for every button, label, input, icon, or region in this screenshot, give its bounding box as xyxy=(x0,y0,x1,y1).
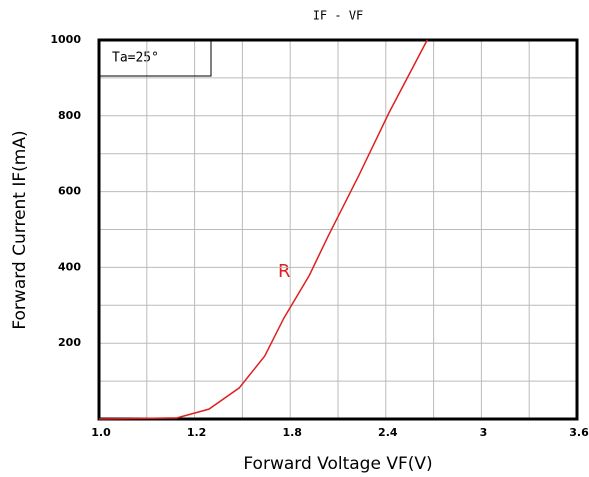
chart-title: IF - VF xyxy=(313,9,364,23)
annotation: Ta=25° xyxy=(112,51,159,66)
y-axis-label: Forward Current IF(mA) xyxy=(10,130,30,329)
y-tick-label: 1000 xyxy=(50,33,81,46)
y-tick-label: 600 xyxy=(58,185,81,198)
x-tick-label: 1.2 xyxy=(187,426,207,439)
plot-frame xyxy=(97,38,579,421)
x-tick-label: 1.0 xyxy=(91,426,111,439)
x-axis-label: Forward Voltage VF(V) xyxy=(243,454,432,474)
x-tick-label: 3 xyxy=(480,426,488,439)
x-tick-label: 2.4 xyxy=(378,426,398,439)
y-tick-label: 200 xyxy=(58,336,81,349)
x-tick-label: 1.8 xyxy=(282,426,302,439)
y-tick-label: 400 xyxy=(58,260,81,273)
data-line xyxy=(98,39,428,420)
x-tick-label: 3.6 xyxy=(569,426,589,439)
y-tick-label: 800 xyxy=(58,109,81,122)
annotation-box xyxy=(98,39,212,77)
annotation: R xyxy=(278,261,291,282)
